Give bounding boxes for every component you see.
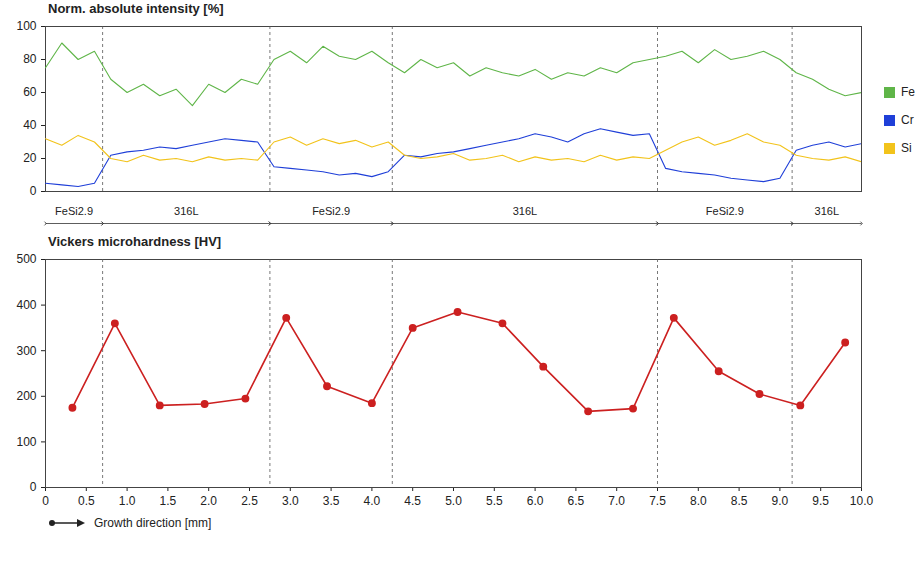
svg-text:8.5: 8.5 xyxy=(731,494,748,508)
svg-text:20: 20 xyxy=(23,151,37,165)
html-text:Cr: Cr xyxy=(901,113,914,127)
svg-text:7.5: 7.5 xyxy=(649,494,666,508)
svg-text:10.0: 10.0 xyxy=(850,494,874,508)
svg-text:2.5: 2.5 xyxy=(241,494,258,508)
svg-text:2.0: 2.0 xyxy=(200,494,217,508)
svg-text:7.0: 7.0 xyxy=(608,494,625,508)
svg-text:40: 40 xyxy=(23,118,37,132)
svg-text:80: 80 xyxy=(23,52,37,66)
svg-text:9.0: 9.0 xyxy=(772,494,789,508)
svg-text:0: 0 xyxy=(30,480,37,494)
html-text:Vickers microhardness [HV]: Vickers microhardness [HV] xyxy=(48,234,222,249)
svg-text:0: 0 xyxy=(30,184,37,198)
svg-text:1.0: 1.0 xyxy=(119,494,136,508)
svg-text:4.0: 4.0 xyxy=(364,494,381,508)
html-text:Si: Si xyxy=(901,141,912,155)
svg-text:5.5: 5.5 xyxy=(486,494,503,508)
svg-text:9.5: 9.5 xyxy=(812,494,829,508)
svg-text:300: 300 xyxy=(16,344,36,358)
svg-text:100: 100 xyxy=(16,435,36,449)
svg-text:316L: 316L xyxy=(815,205,839,217)
svg-text:0.5: 0.5 xyxy=(78,494,95,508)
svg-text:FeSi2.9: FeSi2.9 xyxy=(706,205,744,217)
svg-text:316L: 316L xyxy=(513,205,537,217)
svg-text:500: 500 xyxy=(16,252,36,266)
html-text:Norm. absolute intensity [%]: Norm. absolute intensity [%] xyxy=(48,1,224,16)
svg-text:4.5: 4.5 xyxy=(404,494,421,508)
svg-text:1.5: 1.5 xyxy=(160,494,177,508)
svg-text:3.0: 3.0 xyxy=(282,494,299,508)
html-text:Fe: Fe xyxy=(901,85,915,99)
svg-text:400: 400 xyxy=(16,298,36,312)
svg-text:FeSi2.9: FeSi2.9 xyxy=(55,205,93,217)
svg-text:6.0: 6.0 xyxy=(527,494,544,508)
svg-text:60: 60 xyxy=(23,85,37,99)
svg-text:0: 0 xyxy=(42,494,49,508)
svg-text:200: 200 xyxy=(16,389,36,403)
svg-text:8.0: 8.0 xyxy=(690,494,707,508)
svg-text:100: 100 xyxy=(16,19,36,33)
svg-text:3.5: 3.5 xyxy=(323,494,340,508)
svg-text:FeSi2.9: FeSi2.9 xyxy=(312,205,350,217)
svg-text:6.5: 6.5 xyxy=(568,494,585,508)
svg-text:5.0: 5.0 xyxy=(445,494,462,508)
svg-text:316L: 316L xyxy=(174,205,198,217)
html-text:Growth direction [mm]: Growth direction [mm] xyxy=(94,516,212,530)
